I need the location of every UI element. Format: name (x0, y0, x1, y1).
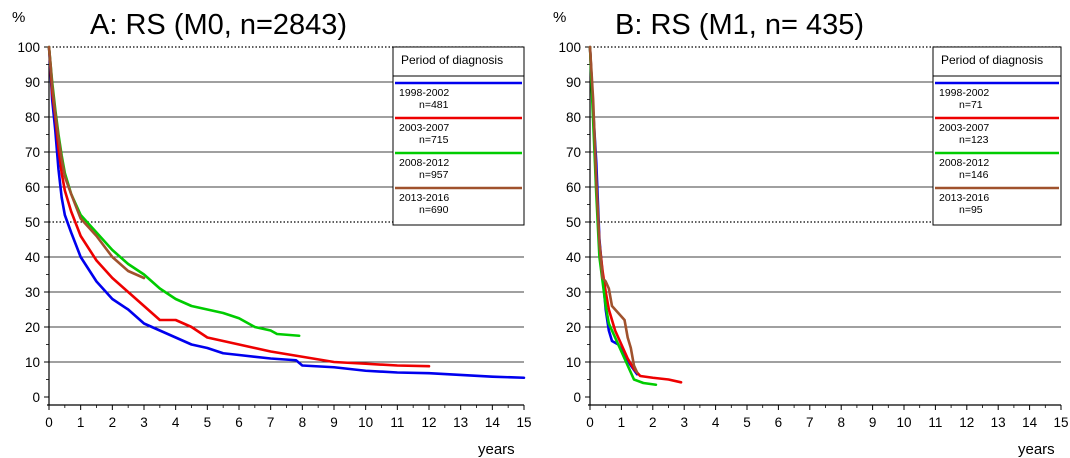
legend-title: Period of diagnosis (941, 53, 1043, 67)
x-tick-label: 7 (806, 415, 814, 430)
x-tick-label: 9 (330, 415, 338, 430)
y-tick-label: 60 (566, 180, 581, 195)
legend-entry-label: 2003-2007 (399, 122, 449, 134)
y-tick-label: 0 (573, 390, 581, 405)
series-line-2013-2016 (588, 45, 639, 374)
chart-panel-b: B: RS (M1, n= 435)%years0102030405060708… (553, 9, 1069, 458)
y-tick-label: 20 (25, 320, 40, 335)
x-tick-label: 6 (775, 415, 783, 430)
y-tick-label: 80 (25, 110, 40, 125)
y-tick-label: 40 (566, 250, 581, 265)
x-axis-label: years (1018, 441, 1055, 458)
x-tick-label: 2 (649, 415, 657, 430)
x-tick-label: 14 (485, 415, 501, 430)
legend-entry-label: 2003-2007 (939, 122, 989, 134)
legend-entry-label: 2008-2012 (939, 157, 989, 169)
y-tick-label: 30 (566, 285, 581, 300)
y-tick-label: 0 (32, 390, 40, 405)
series-line-2003-2007 (47, 45, 431, 368)
legend-entry-count: n=71 (959, 99, 983, 111)
legend-entry-count: n=957 (419, 169, 449, 181)
y-tick-label: 50 (566, 215, 581, 230)
x-tick-label: 10 (358, 415, 373, 430)
legend-box (392, 46, 525, 226)
x-tick-label: 12 (959, 415, 974, 430)
panel-title: A: RS (M0, n=2843) (90, 9, 347, 41)
x-axis-label: years (478, 441, 515, 458)
panel-title: B: RS (M1, n= 435) (615, 9, 864, 41)
legend-entry-label: 2013-2016 (939, 192, 989, 204)
x-tick-label: 1 (618, 415, 626, 430)
x-tick-label: 14 (1022, 415, 1038, 430)
legend-entry-count: n=690 (419, 204, 449, 216)
x-tick-label: 5 (743, 415, 751, 430)
y-tick-label: 90 (566, 75, 581, 90)
x-tick-label: 3 (140, 415, 148, 430)
y-tick-label: 70 (25, 145, 40, 160)
legend-entry-count: n=146 (959, 169, 989, 181)
series-line-1998-2002 (47, 45, 526, 380)
y-tick-label: 70 (566, 145, 581, 160)
y-tick-label: 20 (566, 320, 581, 335)
x-tick-label: 0 (45, 415, 53, 430)
x-tick-label: 9 (869, 415, 877, 430)
x-tick-label: 3 (680, 415, 688, 430)
x-tick-label: 6 (235, 415, 243, 430)
y-axis-label: % (12, 9, 25, 26)
legend-title: Period of diagnosis (401, 53, 503, 67)
x-tick-label: 10 (896, 415, 911, 430)
x-tick-label: 2 (109, 415, 117, 430)
legend-entry-label: 2008-2012 (399, 157, 449, 169)
x-tick-label: 5 (204, 415, 212, 430)
y-tick-label: 60 (25, 180, 40, 195)
series-line-2013-2016 (47, 45, 146, 280)
y-tick-label: 100 (558, 40, 581, 55)
x-tick-label: 11 (928, 415, 942, 430)
x-tick-label: 13 (453, 415, 468, 430)
x-tick-label: 0 (586, 415, 594, 430)
y-tick-label: 10 (566, 355, 581, 370)
legend-box (932, 46, 1062, 226)
x-tick-label: 12 (421, 415, 436, 430)
x-tick-label: 8 (299, 415, 307, 430)
x-tick-label: 11 (390, 415, 404, 430)
series-line-2003-2007 (588, 45, 683, 384)
x-tick-label: 8 (837, 415, 845, 430)
y-tick-label: 30 (25, 285, 40, 300)
series-line-2008-2012 (47, 45, 301, 338)
x-tick-label: 4 (172, 415, 180, 430)
legend-entry-label: 1998-2002 (399, 87, 449, 99)
x-tick-label: 15 (516, 415, 531, 430)
x-tick-label: 7 (267, 415, 275, 430)
x-tick-label: 15 (1053, 415, 1068, 430)
y-tick-label: 50 (25, 215, 40, 230)
y-axis-label: % (553, 9, 566, 26)
legend-entry-label: 2013-2016 (399, 192, 449, 204)
x-tick-label: 4 (712, 415, 720, 430)
series-line-2008-2012 (588, 45, 658, 387)
y-tick-label: 90 (25, 75, 40, 90)
x-tick-label: 1 (77, 415, 85, 430)
y-tick-label: 80 (566, 110, 581, 125)
y-tick-label: 100 (17, 40, 40, 55)
legend-entry-count: n=95 (959, 204, 983, 216)
legend-entry-count: n=123 (959, 134, 989, 146)
x-tick-label: 13 (991, 415, 1006, 430)
chart-panel-a: A: RS (M0, n=2843)%years0102030405060708… (12, 9, 532, 458)
legend-entry-label: 1998-2002 (939, 87, 989, 99)
legend-entry-count: n=481 (419, 99, 449, 111)
y-tick-label: 10 (25, 355, 40, 370)
y-tick-label: 40 (25, 250, 40, 265)
legend-entry-count: n=715 (419, 134, 449, 146)
